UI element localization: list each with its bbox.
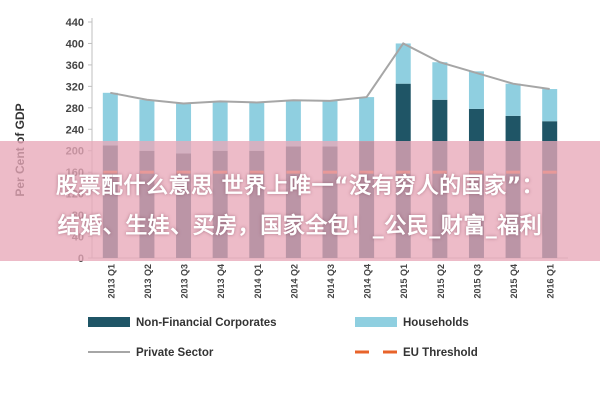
x-tick-label: 2015 Q3 <box>472 264 482 299</box>
banner-headline-line-2: 结婚、生娃、买房，国家全包！_公民_财富_福利 <box>57 214 543 239</box>
y-tick-label: 400 <box>66 38 84 50</box>
x-tick-label: 2014 Q4 <box>363 264 373 299</box>
banner-headline-line-1: 股票配什么意思 世界上唯一“没有穷人的国家”： <box>55 174 545 199</box>
bar-households <box>102 92 118 146</box>
y-tick-label: 360 <box>66 60 84 72</box>
x-tick-label: 2016 Q1 <box>546 264 556 299</box>
x-tick-label: 2014 Q1 <box>253 264 263 299</box>
private-sector-line <box>110 42 550 105</box>
legend-label-private-sector: Private Sector <box>136 347 214 359</box>
bar-households <box>212 101 228 151</box>
legend-label-households: Households <box>403 317 469 329</box>
bar-households <box>432 62 448 100</box>
bar-households <box>285 100 301 147</box>
x-tick-label: 2014 Q3 <box>326 264 336 299</box>
bar-households <box>542 89 558 122</box>
x-tick-label: 2013 Q2 <box>143 264 153 299</box>
x-tick-label: 2015 Q4 <box>509 264 519 299</box>
x-tick-label: 2015 Q1 <box>399 264 409 299</box>
x-tick-label: 2013 Q1 <box>106 264 116 299</box>
overlay-banner <box>0 141 600 261</box>
y-tick-label: 240 <box>66 124 84 136</box>
y-tick-label: 440 <box>66 17 84 29</box>
bar-households <box>395 43 411 84</box>
x-tick-label: 2013 Q4 <box>216 264 226 299</box>
y-tick-label: 320 <box>66 81 84 93</box>
x-tick-label: 2014 Q2 <box>289 264 299 299</box>
legend-swatch-non-financial-corporates <box>88 317 130 327</box>
bar-households <box>139 99 155 151</box>
bar-households <box>359 97 375 142</box>
x-tick-labels: 2013 Q1 2013 Q2 2013 Q3 2013 Q4 2014 Q1 2014 … <box>106 264 555 299</box>
bar-households <box>176 103 192 154</box>
legend-label-eu-threshold: EU Threshold <box>403 347 478 359</box>
bar-households <box>468 71 484 109</box>
bar-households <box>505 83 521 116</box>
x-tick-label: 2013 Q3 <box>180 264 190 299</box>
y-tick-label: 280 <box>66 103 84 115</box>
bar-households <box>322 100 338 147</box>
x-tick-label: 2015 Q2 <box>436 264 446 299</box>
legend-swatch-households <box>355 317 397 327</box>
chart-legend: Non-Financial Corporates Households Privat… <box>88 317 478 359</box>
legend-label-non-financial-corporates: Non-Financial Corporates <box>136 317 277 329</box>
bar-households <box>249 102 265 151</box>
